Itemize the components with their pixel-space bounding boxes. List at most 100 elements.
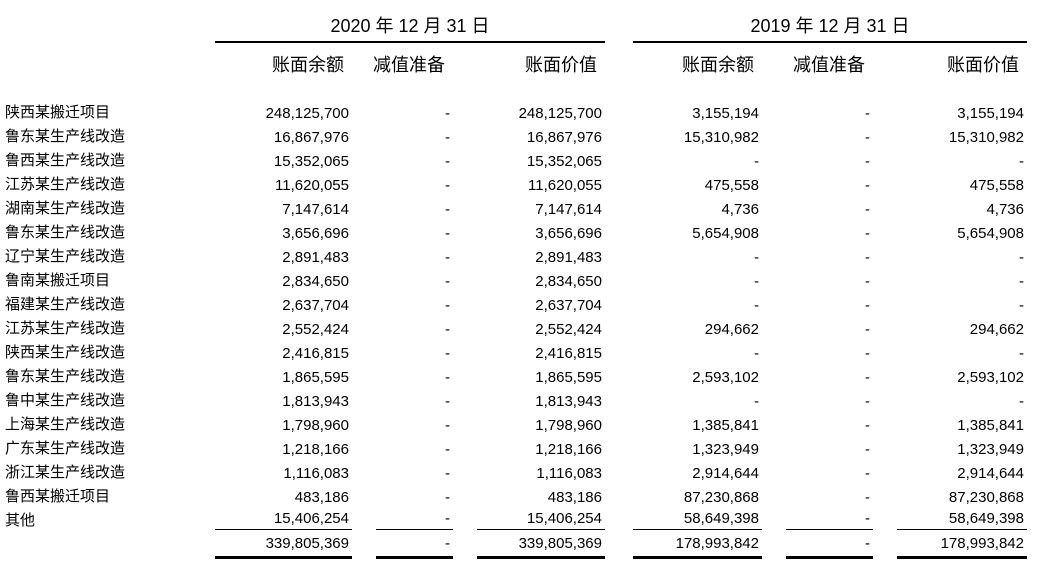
project-label: 鲁东某生产线改造 bbox=[5, 225, 126, 241]
impairment-2019-cell: - bbox=[865, 153, 870, 170]
table-row: 鲁南某搬迁项目 2,834,650 - 2,834,650 - - - bbox=[5, 266, 1027, 290]
balance-2019-cell: 2,593,102 bbox=[692, 369, 759, 386]
balance-2020-cell: 1,218,166 bbox=[282, 441, 349, 458]
impairment-2019-cell: - bbox=[865, 201, 870, 218]
balance-2020-cell: 15,406,254 bbox=[215, 506, 352, 530]
impairment-2020-cell: - bbox=[352, 506, 453, 530]
value-2019-cell: - bbox=[1019, 153, 1024, 170]
impairment-2020-cell: - bbox=[445, 393, 450, 410]
column-gap bbox=[605, 290, 633, 314]
value-2019-cell: 5,654,908 bbox=[957, 225, 1024, 242]
column-gap bbox=[605, 530, 633, 559]
table-row: 鲁西某生产线改造 15,352,065 - 15,352,065 - - - bbox=[5, 146, 1027, 170]
table-row: 鲁中某生产线改造 1,813,943 - 1,813,943 - - - bbox=[5, 386, 1027, 410]
table-row: 江苏某生产线改造 2,552,424 - 2,552,424 294,662 -… bbox=[5, 314, 1027, 338]
table-row: 鲁东某生产线改造 3,656,696 - 3,656,696 5,654,908… bbox=[5, 218, 1027, 242]
value-2020-cell: 248,125,700 bbox=[518, 105, 602, 122]
table-row: 福建某生产线改造 2,637,704 - 2,637,704 - - - bbox=[5, 290, 1027, 314]
table-row: 辽宁某生产线改造 2,891,483 - 2,891,483 - - - bbox=[5, 242, 1027, 266]
column-gap bbox=[605, 506, 633, 530]
column-gap bbox=[605, 218, 633, 242]
project-label: 湖南某生产线改造 bbox=[5, 201, 126, 217]
value-2020-cell: 15,352,065 bbox=[526, 153, 602, 170]
value-2020-cell: 2,637,704 bbox=[535, 297, 602, 314]
total-label-cell bbox=[5, 530, 215, 559]
value-2020-cell: 2,834,650 bbox=[535, 273, 602, 290]
project-label: 鲁西某搬迁项目 bbox=[5, 489, 111, 505]
column-gap bbox=[605, 12, 633, 43]
balance-2019-cell: 3,155,194 bbox=[692, 105, 759, 122]
table-row: 鲁东某生产线改造 16,867,976 - 16,867,976 15,310,… bbox=[5, 122, 1027, 146]
header-impairment-2019: 减值准备 bbox=[793, 55, 865, 75]
project-label: 江苏某生产线改造 bbox=[5, 321, 126, 337]
balance-2020-cell: 248,125,700 bbox=[265, 105, 349, 122]
header-balance-2020: 账面余额 bbox=[272, 55, 344, 75]
table-row: 其他 15,406,254 - 15,406,254 58,649,398 - … bbox=[5, 506, 1027, 530]
impairment-2020-cell: - bbox=[445, 321, 450, 338]
impairment-2020-cell: - bbox=[445, 225, 450, 242]
corner-blank-cell bbox=[5, 12, 215, 43]
impairment-2020-cell: - bbox=[445, 465, 450, 482]
column-gap bbox=[605, 77, 633, 122]
value-2020-cell: 2,552,424 bbox=[535, 321, 602, 338]
value-2020-cell: 2,891,483 bbox=[535, 249, 602, 266]
impairment-2020-cell: - bbox=[445, 177, 450, 194]
balance-2019-cell: - bbox=[754, 345, 759, 362]
balance-2019-cell: 1,385,841 bbox=[692, 417, 759, 434]
column-gap bbox=[605, 338, 633, 362]
table-row: 湖南某生产线改造 7,147,614 - 7,147,614 4,736 - 4… bbox=[5, 194, 1027, 218]
balance-2020-cell: 3,656,696 bbox=[282, 225, 349, 242]
value-2019-cell: 475,558 bbox=[969, 177, 1024, 194]
column-gap bbox=[605, 314, 633, 338]
impairment-2019-cell: - bbox=[865, 273, 870, 290]
corner-blank-cell bbox=[5, 43, 215, 77]
period-header-row: 2020 年 12 月 31 日 2019 年 12 月 31 日 bbox=[5, 12, 1027, 43]
total-balance-2020: 339,805,369 bbox=[215, 530, 352, 559]
value-2020-cell: 1,813,943 bbox=[535, 393, 602, 410]
impairment-2020-cell: - bbox=[445, 153, 450, 170]
project-label: 鲁东某生产线改造 bbox=[5, 369, 126, 385]
value-2019-cell: 87,230,868 bbox=[948, 489, 1024, 506]
balance-2019-cell: - bbox=[754, 249, 759, 266]
balance-2019-cell: 87,230,868 bbox=[683, 489, 759, 506]
impairment-2020-cell: - bbox=[445, 129, 450, 146]
total-impairment-2019: - bbox=[762, 530, 873, 559]
balance-2019-cell: 294,662 bbox=[704, 321, 759, 338]
impairment-2019-cell: - bbox=[865, 489, 870, 506]
header-balance-2019: 账面余额 bbox=[682, 55, 754, 75]
value-2019-cell: 1,323,949 bbox=[957, 441, 1024, 458]
total-row: 339,805,369 - 339,805,369 178,993,842 - … bbox=[5, 530, 1027, 559]
value-2019-cell: 58,649,398 bbox=[873, 506, 1027, 530]
value-2020-cell: 1,116,083 bbox=[536, 465, 602, 482]
total-value-2019: 178,993,842 bbox=[873, 530, 1027, 559]
balance-2019-cell: 2,914,644 bbox=[692, 465, 759, 482]
impairment-2020-cell: - bbox=[445, 273, 450, 290]
column-gap bbox=[605, 242, 633, 266]
table-row: 陕西某生产线改造 2,416,815 - 2,416,815 - - - bbox=[5, 338, 1027, 362]
value-2019-cell: 3,155,194 bbox=[957, 105, 1024, 122]
value-2019-cell: 1,385,841 bbox=[957, 417, 1024, 434]
impairment-2019-cell: - bbox=[762, 506, 873, 530]
balance-2020-cell: 1,116,083 bbox=[283, 465, 349, 482]
value-2019-cell: - bbox=[1019, 249, 1024, 266]
value-2019-cell: 2,593,102 bbox=[957, 369, 1024, 386]
balance-2020-cell: 1,798,960 bbox=[282, 417, 349, 434]
balance-2020-cell: 11,620,055 bbox=[275, 177, 349, 194]
balance-2020-cell: 2,891,483 bbox=[282, 249, 349, 266]
column-gap bbox=[605, 146, 633, 170]
value-2019-cell: 2,914,644 bbox=[957, 465, 1024, 482]
value-2019-cell: - bbox=[1019, 393, 1024, 410]
project-label: 其他 bbox=[5, 513, 36, 529]
value-2020-cell: 1,865,595 bbox=[535, 369, 602, 386]
column-header-row: 账面余额 减值准备 账面价值 账面余额 减值准备 账面价值 bbox=[5, 43, 1027, 77]
value-2020-cell: 11,620,055 bbox=[528, 177, 602, 194]
project-label: 辽宁某生产线改造 bbox=[5, 249, 126, 265]
impairment-2020-cell: - bbox=[445, 297, 450, 314]
value-2019-cell: 15,310,982 bbox=[948, 129, 1024, 146]
balance-2019-cell: - bbox=[754, 273, 759, 290]
value-2019-cell: 4,736 bbox=[986, 201, 1024, 218]
project-label: 鲁中某生产线改造 bbox=[5, 393, 126, 409]
project-label: 陕西某搬迁项目 bbox=[5, 105, 111, 121]
value-2020-cell: 483,186 bbox=[547, 489, 602, 506]
project-label: 陕西某生产线改造 bbox=[5, 345, 126, 361]
